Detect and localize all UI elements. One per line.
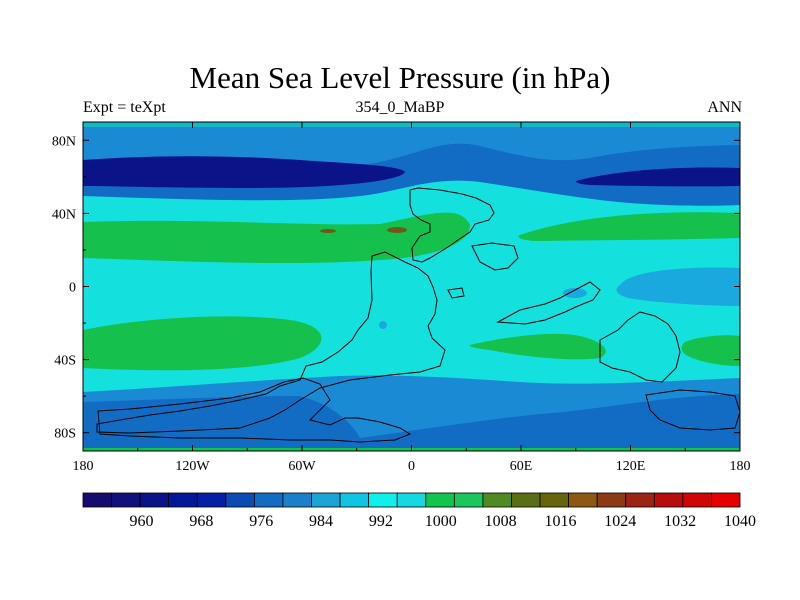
colorbar-box [453, 492, 484, 508]
colorbar-box [511, 492, 541, 508]
colorbar-box [368, 492, 398, 508]
colorbar-box [682, 492, 712, 508]
colorbar-box [711, 492, 741, 508]
field-deep-low-north-pacific [576, 167, 740, 187]
coastline-eastern-continent [496, 281, 601, 325]
coastlines [96, 187, 740, 443]
chart-title: Mean Sea Level Pressure (in hPa) [189, 60, 611, 95]
field-high-south-indian [469, 333, 606, 360]
y-tick-label: 0 [69, 281, 76, 296]
coastline-southeast-continent [599, 311, 681, 383]
colorbar-box [111, 492, 141, 508]
y-tick-label: 80S [54, 427, 76, 442]
colorbar-label: 1008 [485, 513, 517, 530]
x-tick-label: 180 [73, 459, 94, 474]
colorbar-box [168, 492, 198, 508]
field-high-north-atlantic [83, 212, 470, 264]
colorbar-box [425, 492, 455, 508]
y-tick-label: 80N [52, 134, 76, 149]
field-peak-1 [387, 227, 407, 233]
y-tick-label: 40N [52, 207, 76, 222]
colorbar-label: 1016 [544, 513, 576, 530]
x-tick-label: 120E [616, 459, 646, 474]
field-south-low [83, 394, 740, 451]
colorbar-box [253, 492, 284, 508]
field-low-tropical-pacific [616, 267, 740, 306]
colorbar-box [482, 492, 512, 508]
colorbar-box [568, 492, 598, 508]
colorbar-label: 968 [189, 513, 213, 530]
season-label: ANN [707, 99, 742, 116]
colorbar-box [396, 492, 427, 508]
colorbar-box [596, 492, 627, 508]
axes: 180 120W 60W 0 60E 120E 180 80N 40N 0 40S 80S [52, 122, 751, 474]
field-low-small-1 [563, 288, 587, 298]
colorbar-box [539, 492, 570, 508]
experiment-label: Expt = teXpt [83, 99, 166, 116]
field-low-small-2 [379, 321, 387, 329]
period-label: 354_0_MaBP [355, 99, 445, 116]
x-tick-label: 180 [730, 459, 751, 474]
field-high-south-pacific [681, 335, 740, 366]
colorbar-box [139, 492, 170, 508]
colorbar-label: 984 [309, 513, 333, 530]
field-north-high-lat [83, 127, 740, 167]
colorbar-label: 960 [129, 513, 153, 530]
colorbar-label: 976 [249, 513, 273, 530]
coastline-southern-continent [97, 377, 412, 443]
field-high-north-pacific [518, 212, 740, 241]
coastline-far-south-continent [645, 389, 740, 431]
colorbar-box [339, 492, 370, 508]
colorbar: 960 968 976 984 992 1000 1008 1016 1024 1032 1040 [82, 492, 756, 530]
x-tick-label: 120W [175, 459, 210, 474]
field-peak-2 [320, 229, 336, 233]
colorbar-label: 1024 [604, 513, 636, 530]
colorbar-box [625, 492, 655, 508]
coastline-western-continent [96, 251, 446, 434]
colorbar-box [82, 492, 112, 508]
field-high-south-atlantic [83, 316, 322, 371]
colorbar-box [282, 492, 312, 508]
x-tick-label: 0 [408, 459, 415, 474]
y-tick-label: 40S [54, 354, 76, 369]
field-deep-low-north-atlantic [83, 156, 405, 188]
colorbar-box [653, 492, 684, 508]
pressure-field [83, 122, 740, 451]
coastline-island-1 [471, 242, 519, 271]
x-tick-label: 60E [510, 459, 533, 474]
colorbar-label: 1000 [425, 513, 457, 530]
x-tick-label: 60W [288, 459, 316, 474]
coastline-island-2 [447, 287, 465, 299]
coastline-north-continent [409, 187, 495, 263]
colorbar-label: 1032 [664, 513, 696, 530]
colorbar-box [225, 492, 255, 508]
colorbar-box [311, 492, 341, 508]
colorbar-box [196, 492, 227, 508]
colorbar-label: 1040 [724, 513, 756, 530]
colorbar-label: 992 [369, 513, 393, 530]
